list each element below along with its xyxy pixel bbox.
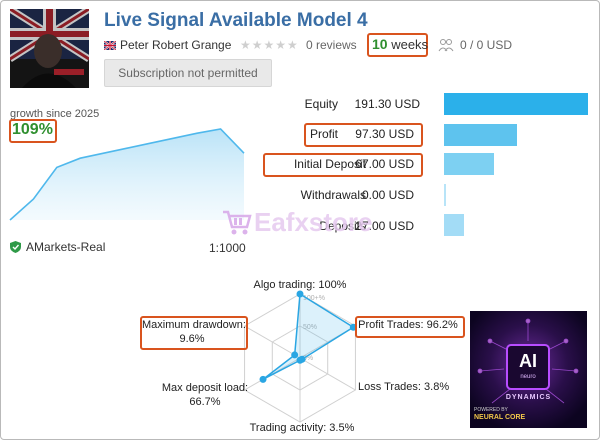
radar-tick-100: 100+% <box>303 295 325 302</box>
trading-radar-chart[interactable]: 100+% 50% 0% <box>230 276 370 436</box>
ad-brand: NEURAL CORE <box>474 414 526 421</box>
stat-label-withdrawals: Withdrawals <box>300 188 366 202</box>
stat-value-deposits: 27.00 USD <box>355 219 414 233</box>
radar-label-algo: Algo trading: 100% <box>253 279 347 291</box>
ad-logo-sub: neuro <box>520 374 536 380</box>
weeks-number: 10 <box>372 36 388 52</box>
subscribers-value: 0 / 0 USD <box>460 38 513 52</box>
radar-label-loss-trades: Loss Trades: 3.8% <box>358 381 450 393</box>
radar-point-trading-activity[interactable] <box>296 356 304 364</box>
radar-label-trading-activity: Trading activity: 3.5% <box>249 422 355 434</box>
growth-chart[interactable] <box>8 118 248 224</box>
radar-label-deposit-load: Max deposit load: 66.7% <box>160 381 250 409</box>
growth-value: 109% <box>12 121 53 138</box>
stat-label-profit: Profit <box>309 127 338 141</box>
leverage-value: 1:1000 <box>209 241 246 255</box>
author-row[interactable]: Peter Robert Grange <box>104 38 231 52</box>
neural-core-ad-banner[interactable]: AI neuro DYNAMICS POWERED BY NEURAL CORE <box>470 311 587 428</box>
growth-label: growth since 2025 <box>10 108 100 120</box>
verified-shield-icon <box>10 241 21 253</box>
growth-highlight <box>9 119 57 143</box>
ad-tagline: DYNAMICS <box>505 394 552 401</box>
stat-bar-deposits[interactable] <box>444 214 465 236</box>
signal-age: 10 weeks <box>372 36 428 52</box>
growth-line <box>9 128 245 221</box>
reviews-count[interactable]: 0 reviews <box>306 38 357 52</box>
stat-bar-initial-deposit[interactable] <box>444 153 495 175</box>
stat-label-initial-deposit: Initial Deposit <box>293 157 366 171</box>
initial-deposit-highlight <box>263 153 423 177</box>
author-avatar[interactable] <box>10 9 89 88</box>
store-watermark: Eafxstore <box>222 207 373 238</box>
author-name[interactable]: Peter Robert Grange <box>120 38 232 52</box>
stat-value-initial-deposit: 67.00 USD <box>355 157 414 171</box>
account-row[interactable]: AMarkets-Real <box>10 240 105 254</box>
watermark-text: Eafxstore <box>254 207 373 237</box>
radar-spoke <box>299 357 356 391</box>
signal-title[interactable]: Live Signal Available Model 4 <box>104 10 368 31</box>
profit-trades-highlight <box>355 316 465 338</box>
stat-value-withdrawals: 0.00 USD <box>361 188 414 202</box>
subscribers-row: 0 / 0 USD <box>438 38 512 52</box>
radar-point-maximum-drawdown[interactable] <box>291 351 299 359</box>
stat-label-deposits: Deposits <box>319 219 366 233</box>
subscribe-button[interactable]: Subscription not permitted <box>104 59 272 87</box>
stat-bar-withdrawals[interactable] <box>444 184 446 206</box>
max-drawdown-value: 9.6% <box>179 333 205 345</box>
radar-tick-0: 0% <box>303 355 313 362</box>
rating-stars-icon: ★★★★★ <box>240 38 299 52</box>
radar-point-algo-trading[interactable] <box>296 290 304 298</box>
broker-name[interactable]: AMarkets-Real <box>26 240 106 254</box>
radar-spoke <box>244 325 301 359</box>
weeks-unit: weeks <box>391 37 429 52</box>
stat-bar-profit[interactable] <box>444 124 518 146</box>
radar-label-profit-trades: Profit Trades: 96.2% <box>358 319 458 331</box>
max-drawdown-highlight <box>140 316 248 350</box>
radar-tick-50: 50% <box>303 324 317 331</box>
growth-area <box>10 129 244 220</box>
stat-bar-equity[interactable] <box>444 93 588 115</box>
stat-value-equity: 191.30 USD <box>354 97 420 111</box>
weeks-highlight <box>367 33 428 57</box>
profit-highlight <box>304 123 423 147</box>
deposit-load-value: 66.7% <box>189 396 221 408</box>
radar-point-max-deposit-load[interactable] <box>259 375 267 383</box>
radar-label-max-drawdown: Maximum drawdown: 9.6% <box>142 318 246 346</box>
subscribers-icon <box>438 39 454 52</box>
cart-icon <box>223 210 252 234</box>
stat-value-profit: 97.30 USD <box>355 127 414 141</box>
max-drawdown-title: Maximum drawdown: <box>142 319 246 331</box>
radar-polygon <box>262 292 355 381</box>
ad-powered-by: POWERED BY <box>474 407 508 413</box>
uk-flag-icon <box>104 40 116 50</box>
deposit-load-title: Max deposit load: <box>161 382 249 394</box>
stat-label-equity: Equity <box>304 97 338 111</box>
ad-logo-text: AI <box>519 351 537 371</box>
